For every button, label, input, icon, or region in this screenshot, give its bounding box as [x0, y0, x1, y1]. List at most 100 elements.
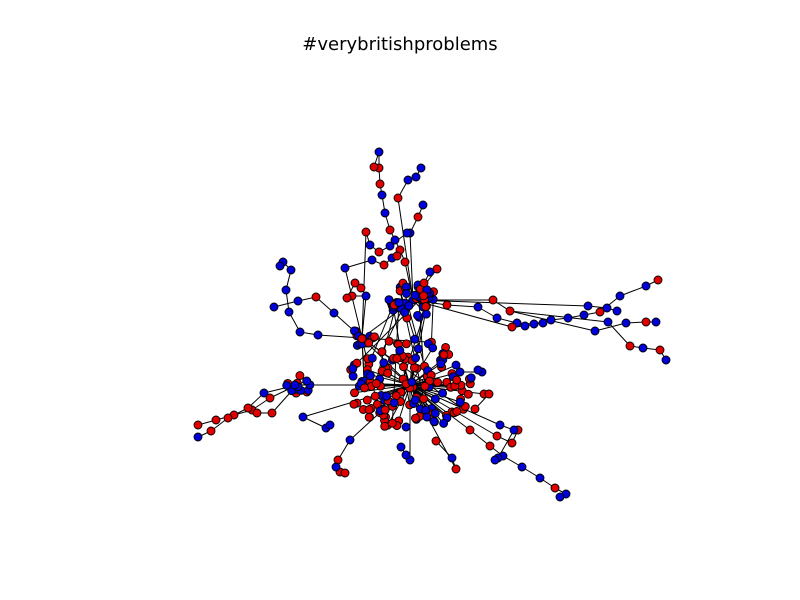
branch-node-east-spur-red — [595, 307, 605, 317]
cluster-node-west-red — [357, 334, 367, 344]
cluster-node-main-red — [364, 412, 374, 422]
cluster-node-main-red — [360, 383, 369, 393]
branch-node-southwest-spur-red — [340, 468, 350, 478]
graph-edge — [409, 232, 414, 301]
branch-node-southeast-spur-blue — [517, 462, 527, 472]
figure-title: #verybritishproblems — [302, 34, 498, 55]
cluster-node-north-blue — [413, 310, 422, 320]
graph-edge — [344, 259, 373, 269]
cluster-node-west-red — [364, 338, 374, 348]
branch-node-southeast-spur-red — [484, 389, 494, 399]
cluster-node-main-blue — [451, 360, 461, 370]
cluster-node-southwest-blue — [290, 380, 300, 390]
graph-edge — [397, 197, 414, 301]
branch-node-southwest-spur-red — [252, 408, 262, 418]
branch-node-northwest-spur-red — [342, 293, 352, 303]
branch-node-north-spur-red — [375, 179, 385, 189]
branch-node-southeast-spur-blue — [495, 420, 505, 430]
cluster-node-main-red — [383, 368, 393, 378]
branch-node-east-spur-blue — [583, 301, 593, 311]
branch-node-east-spur-blue — [590, 326, 600, 336]
cluster-node-main-red — [439, 350, 449, 360]
branch-node-northwest-spur-red — [374, 247, 384, 257]
branch-node-east-spur-red — [625, 341, 635, 351]
branch-node-east-spur-blue — [621, 318, 631, 328]
cluster-node-main-blue — [410, 395, 420, 405]
branch-node-northwest-spur-blue — [340, 263, 350, 273]
branch-node-southwest-spur-red — [193, 420, 203, 430]
branch-node-northwest-spur-blue — [385, 241, 395, 251]
branch-node-southwest-spur-blue — [325, 420, 335, 430]
branch-node-southeast-spur-blue — [535, 473, 545, 483]
branch-node-northwest-spur-red — [311, 292, 321, 302]
cluster-node-main-red — [392, 354, 402, 364]
graph-edge — [607, 321, 631, 347]
branch-node-southeast-spur-red — [507, 438, 517, 448]
branch-node-north-spur-red — [393, 193, 403, 203]
cluster-node-main-red — [411, 413, 420, 423]
branch-node-northwest-spur-red — [350, 278, 360, 288]
branch-node-east-spur-blue — [538, 318, 548, 328]
graph-edge — [409, 384, 501, 426]
cluster-node-main-red — [419, 394, 429, 404]
branch-node-north-spur-blue — [390, 235, 400, 245]
cluster-node-main-blue — [436, 359, 446, 369]
branch-node-east-spur-red — [507, 322, 517, 332]
cluster-node-main-red — [433, 377, 443, 387]
cluster-node-main-red — [377, 347, 387, 357]
graph-edge — [446, 304, 479, 308]
graph-edge — [409, 384, 448, 419]
branch-node-southeast-spur-red — [550, 483, 560, 493]
cluster-node-main-red — [350, 388, 359, 398]
cluster-node-main-red — [370, 391, 380, 401]
branch-node-east-spur-blue — [520, 321, 530, 331]
branch-node-east-spur-blue — [615, 291, 625, 301]
branch-node-southwest-spur-blue — [331, 462, 341, 472]
branch-node-east-spur-blue — [602, 303, 612, 313]
cluster-node-north-blue — [402, 289, 411, 298]
cluster-node-main-blue — [422, 412, 432, 422]
branch-node-northwest-spur-blue — [295, 327, 305, 337]
branch-node-southeast-spur-red — [465, 425, 475, 435]
cluster-node-main-blue — [438, 388, 448, 398]
branch-node-east-spur-red — [442, 300, 452, 310]
branch-node-east-spur-blue — [529, 319, 539, 329]
cluster-node-main-red — [452, 407, 462, 416]
cluster-node-southwest-red — [295, 371, 305, 381]
branch-node-southeast-spur-blue — [509, 425, 519, 435]
branch-node-northwest-spur-blue — [293, 296, 303, 306]
branch-node-east-spur-red — [488, 295, 498, 305]
cluster-node-north-red — [419, 291, 429, 301]
cluster-node-southwest-blue — [302, 376, 312, 386]
branch-node-southeast-spur-blue — [447, 453, 457, 463]
branch-node-southeast-spur-red — [451, 464, 461, 474]
graph-edge — [509, 310, 609, 323]
branch-node-northwest-spur-red — [361, 227, 371, 237]
cluster-node-main-red — [399, 362, 408, 372]
cluster-node-north-blue — [394, 298, 404, 308]
cluster-node-main-red — [463, 389, 473, 399]
branch-node-east-spur-blue — [473, 302, 483, 312]
branch-node-north-spur-red — [385, 225, 395, 235]
branch-node-southeast-spur-red — [470, 404, 480, 414]
cluster-node-north-red — [421, 302, 431, 312]
cluster-node-main-blue — [455, 397, 465, 407]
branch-node-southeast-spur-red — [431, 436, 441, 446]
cluster-node-north-blue — [400, 307, 410, 317]
branch-node-north-spur-blue — [380, 208, 390, 218]
edge-layer — [197, 151, 667, 498]
branch-node-east-spur-red — [641, 317, 651, 327]
graph-edge — [409, 384, 471, 431]
cluster-node-main-blue — [413, 344, 423, 354]
branch-node-east-spur-blue — [612, 306, 622, 316]
branch-node-northwest-spur-red — [392, 251, 402, 261]
branch-node-northwest-spur-blue — [361, 291, 371, 301]
branch-node-southeast-spur-red — [492, 431, 502, 441]
cluster-node-main-blue — [428, 343, 438, 353]
cluster-node-main-blue — [466, 373, 476, 383]
branch-node-north-spur-red — [400, 257, 410, 267]
branch-node-northwest-spur-blue — [286, 265, 296, 275]
branch-node-north-spur-blue — [403, 175, 413, 185]
cluster-node-main-blue — [407, 377, 417, 387]
branch-node-northwest-spur-blue — [329, 308, 339, 318]
